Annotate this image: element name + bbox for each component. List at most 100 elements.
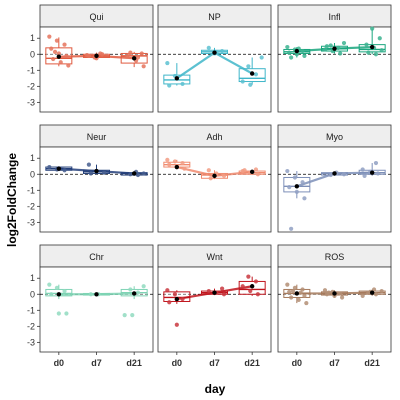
data-point-Wnt (240, 284, 245, 289)
data-point-Wnt (248, 288, 253, 294)
data-point-Neur (88, 171, 93, 176)
mean-point-Qui-d0 (56, 54, 62, 59)
mean-point-NP-d21 (249, 71, 255, 76)
data-point-Adh (221, 173, 227, 178)
data-point-Wnt (172, 292, 178, 297)
data-point-Infl (287, 50, 292, 55)
mean-point-Chr-d7 (94, 292, 99, 297)
data-point-Myo (294, 189, 299, 195)
data-point-Infl (373, 52, 379, 57)
facet-panel-Neur (39, 146, 154, 233)
mean-point-Neur-d7 (94, 168, 99, 174)
mean-point-Adh-d7 (212, 173, 217, 179)
y-tick-label: 1 (30, 153, 35, 163)
data-point-ROS (360, 293, 365, 298)
data-point-Wnt (255, 292, 260, 297)
y-axis-title: log2FoldChange (5, 153, 19, 247)
data-point-NP (206, 45, 211, 50)
trend-line-Wnt (214, 285, 253, 294)
data-point-Infl (289, 55, 294, 60)
data-point-Qui (58, 60, 63, 65)
facet-strip-label-ROS: ROS (325, 252, 345, 262)
data-point-ROS (371, 287, 377, 292)
y-tick-label: -1 (27, 185, 35, 195)
facet-strip-label-Qui: Qui (89, 12, 103, 22)
data-point-Myo (341, 172, 347, 177)
data-point-Chr (64, 311, 69, 316)
data-point-Neur (47, 164, 52, 170)
data-point-Infl (285, 44, 290, 50)
facet-panel-Myo (277, 146, 392, 233)
data-point-Neur (135, 172, 141, 178)
data-point-Adh (180, 160, 185, 166)
data-point-Wnt (174, 322, 179, 327)
y-tick-label: -3 (27, 97, 35, 107)
data-point-Qui (47, 34, 52, 39)
x-tick-label-d7: d7 (91, 358, 102, 368)
data-point-NP (220, 48, 225, 54)
data-point-Adh (208, 176, 213, 181)
data-point-Qui (100, 52, 105, 57)
data-point-Wnt (221, 292, 227, 297)
data-point-Infl (322, 47, 328, 52)
data-point-Adh (242, 168, 247, 173)
data-point-Infl (328, 43, 333, 48)
data-point-Myo (292, 175, 298, 180)
data-point-Qui (51, 56, 56, 62)
facet-panel-Wnt (157, 266, 272, 353)
data-point-ROS (296, 297, 301, 302)
facet-panel-Chr (39, 266, 154, 353)
facet-strip-label-Myo: Myo (326, 132, 343, 142)
x-tick-label-d0: d0 (54, 358, 65, 368)
data-point-ROS (285, 282, 290, 287)
data-point-Infl (324, 44, 329, 49)
mean-point-Wnt-d0 (174, 296, 180, 302)
data-point-Qui (62, 42, 67, 47)
data-point-Infl (377, 36, 382, 41)
data-point-NP (165, 60, 170, 66)
x-tick-label-d0: d0 (292, 358, 303, 368)
data-point-Wnt (165, 288, 170, 293)
data-point-Chr (47, 282, 52, 287)
data-point-NP (240, 79, 245, 84)
data-point-Infl (341, 40, 347, 46)
data-point-ROS (304, 300, 309, 306)
x-tick-label-d0: d0 (172, 358, 183, 368)
data-point-Qui (135, 55, 141, 60)
data-point-Wnt (253, 279, 259, 284)
data-point-Infl (302, 53, 307, 58)
mean-point-Wnt-d7 (212, 290, 217, 295)
data-point-Adh (172, 159, 178, 164)
data-point-Chr (130, 313, 135, 318)
data-point-Myo (285, 168, 290, 174)
data-point-Wnt (220, 286, 225, 291)
data-point-Neur (141, 171, 146, 176)
data-point-ROS (292, 285, 298, 290)
trend-line-Chr (96, 292, 135, 296)
y-tick-label: 0 (30, 169, 35, 179)
data-point-ROS (322, 288, 328, 293)
data-point-ROS (298, 290, 303, 295)
data-point-Infl (300, 48, 305, 54)
data-point-Wnt (167, 300, 172, 305)
mean-point-Adh-d0 (174, 164, 180, 170)
data-point-Neur (62, 168, 67, 173)
data-point-Adh (206, 168, 211, 173)
data-point-Myo (300, 180, 305, 185)
facet-strip-label-Wnt: Wnt (206, 252, 223, 262)
trend-line-NP (213, 51, 253, 75)
data-point-ROS (287, 289, 292, 294)
data-point-NP (246, 64, 251, 69)
data-point-Chr (88, 292, 93, 297)
mean-point-Neur-d0 (56, 166, 62, 171)
data-point-ROS (379, 288, 384, 294)
data-point-Qui (64, 53, 69, 58)
data-point-Myo (373, 160, 379, 166)
mean-point-Chr-d21 (131, 291, 137, 296)
data-point-ROS (373, 292, 379, 297)
data-point-Qui (128, 50, 133, 55)
trend-line-Adh (214, 170, 253, 177)
data-point-Qui (66, 63, 71, 68)
data-point-NP (248, 82, 253, 87)
